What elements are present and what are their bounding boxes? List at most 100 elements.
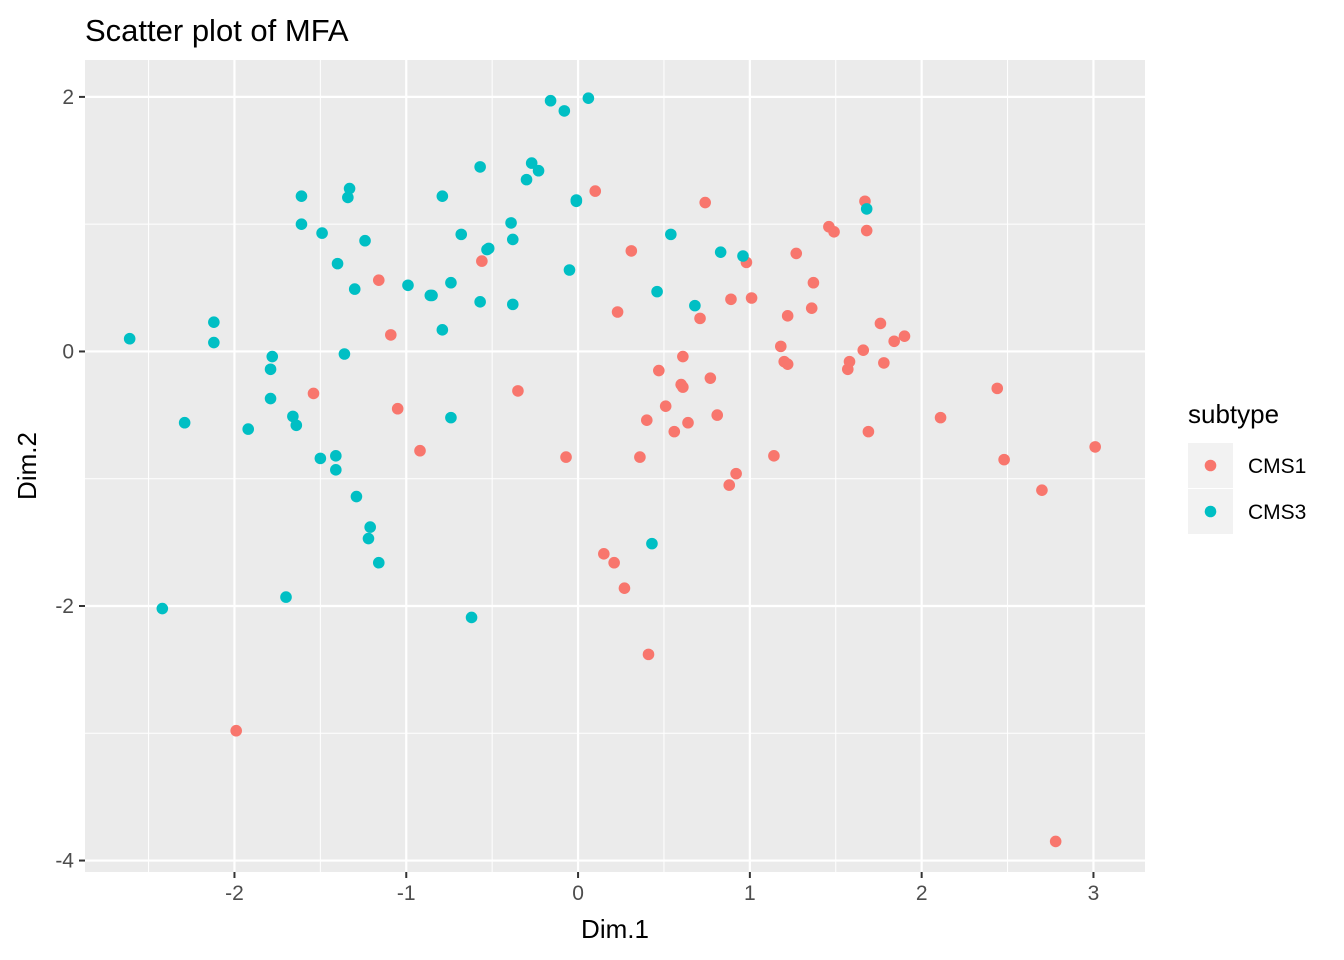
data-point-cms1 [372,274,385,286]
y-tick-label: -4 [55,850,74,873]
data-point-cms3 [505,217,517,229]
data-point-cms1 [781,358,794,370]
data-point-cms3 [474,296,486,308]
y-axis: -4 -2 0 2 [55,86,85,873]
data-point-cms1 [860,224,873,237]
data-point-cms3 [402,279,414,292]
x-tick-label: 2 [916,882,928,905]
data-point-cms1 [230,724,242,737]
data-point-cms1 [774,340,787,353]
data-point-cms1 [476,255,488,267]
data-point-cms3 [208,336,220,349]
data-point-cms3 [424,289,437,302]
data-point-cms3 [330,450,342,462]
legend-label: CMS1 [1248,455,1306,478]
data-point-cms1 [653,364,665,377]
data-point-cms1 [991,382,1004,395]
data-point-cms3 [290,419,303,432]
data-point-cms3 [331,257,344,270]
data-point-cms3 [242,423,255,435]
data-point-cms3 [520,173,533,186]
data-point-cms3 [364,521,376,533]
data-point-cms3 [287,410,299,423]
data-point-cms3 [506,233,519,246]
data-point-cms3 [436,324,449,336]
data-point-cms3 [455,228,468,241]
data-point-cms1 [828,226,840,238]
data-point-cms1 [805,302,818,314]
data-point-cms1 [841,363,854,376]
data-point-cms1 [768,450,780,462]
data-point-cms3 [123,332,136,345]
data-point-cms1 [634,451,646,463]
data-point-cms1 [668,425,681,438]
data-point-cms1 [725,293,737,306]
data-point-cms3 [330,464,342,476]
data-point-cms1 [874,317,887,330]
data-point-cms3 [314,452,327,465]
data-point-cms1 [611,306,624,318]
data-point-cms3 [338,348,351,360]
data-point-cms1 [1036,484,1048,496]
data-point-cms1 [781,310,794,322]
data-point-cms3 [264,363,277,376]
data-point-cms1 [1049,835,1062,848]
data-point-cms3 [525,157,538,169]
data-point-cms3 [362,532,375,545]
x-tick-label: -2 [225,882,244,905]
data-point-cms3 [481,243,493,256]
data-point-cms1 [745,292,758,304]
data-point-cms3 [208,316,220,328]
legend: subtype CMS1 CMS3 [1188,399,1306,534]
data-point-cms3 [714,246,727,258]
x-axis-title: Dim.1 [581,914,649,944]
y-tick-label: -2 [55,595,74,618]
legend-item-cms1: CMS1 [1188,443,1306,488]
data-point-cms1 [857,344,870,356]
legend-label: CMS3 [1248,501,1306,524]
data-point-cms1 [682,416,694,429]
data-point-cms1 [790,247,803,260]
data-point-cms1 [640,414,653,426]
data-point-cms3 [156,602,169,615]
data-point-cms3 [474,161,486,173]
data-point-cms1 [677,381,689,393]
x-tick-label: -1 [397,882,416,905]
x-tick-label: 3 [1088,882,1100,905]
data-point-cms3 [280,591,292,603]
data-point-cms1 [723,479,736,491]
data-point-cms3 [570,195,583,208]
x-tick-label: 0 [572,882,584,905]
data-point-cms1 [1089,441,1101,453]
data-point-cms3 [558,105,571,117]
data-point-cms1 [730,467,742,480]
data-point-cms1 [391,402,404,415]
x-tick-label: 1 [744,882,756,905]
data-point-cms1 [878,357,890,369]
data-point-cms3 [350,490,363,503]
data-point-cms3 [343,182,356,195]
data-point-cms1 [862,425,875,438]
data-point-cms3 [445,276,457,289]
data-point-cms3 [264,392,277,405]
chart-title: Scatter plot of MFA [85,13,349,48]
data-point-cms1 [699,196,711,209]
data-point-cms3 [316,227,328,239]
data-point-cms1 [711,409,724,421]
data-point-cms1 [414,444,426,457]
data-point-cms3 [506,298,519,311]
data-point-cms3 [436,190,449,202]
data-point-cms1 [642,648,655,661]
series-cms3 [123,92,873,624]
data-point-cms1 [625,245,638,257]
data-point-cms1 [560,451,572,463]
data-point-cms1 [598,548,610,560]
data-point-cms3 [646,537,658,550]
data-point-cms3 [359,234,371,247]
data-point-cms1 [694,312,706,325]
data-point-cms1 [608,556,620,569]
minor-grid [85,60,1145,872]
y-tick-label: 0 [62,340,74,363]
data-point-cms3 [372,556,385,569]
